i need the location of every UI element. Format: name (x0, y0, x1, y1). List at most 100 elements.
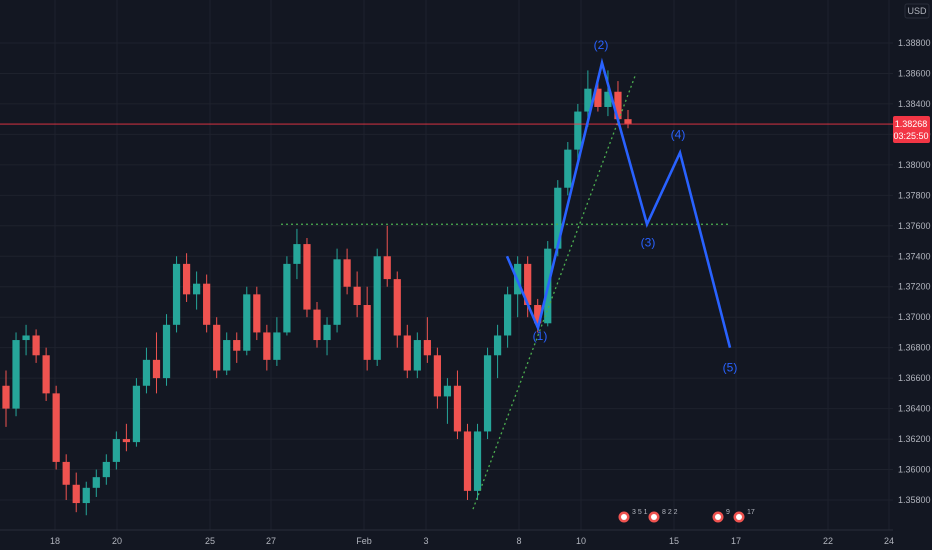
candle-body (554, 187, 562, 249)
time-tick-label: 8 (516, 536, 521, 546)
time-tick-label: 24 (884, 536, 894, 546)
event-marker[interactable]: 8 2 2 (647, 509, 678, 524)
candle-body (453, 385, 462, 432)
price-axis[interactable]: USD 1.35800 1.36000 1.36200 1.36400 1.36600 1… (893, 0, 932, 530)
candle-body (82, 487, 90, 504)
candle-body (253, 294, 261, 333)
price-tick-label: 1.36000 (898, 465, 931, 475)
time-tick-label: 27 (266, 536, 276, 546)
flag-icon (736, 514, 742, 520)
candle-body (323, 324, 331, 341)
candle-body (413, 340, 421, 371)
candle-body (2, 385, 10, 409)
candle-body (614, 91, 622, 120)
candle-body (333, 259, 341, 325)
flag-icon (715, 514, 721, 520)
price-tick-label: 1.38000 (898, 160, 931, 170)
event-marker[interactable]: 9 (711, 509, 730, 524)
candle-body (263, 332, 271, 360)
price-tick-label: 1.36800 (898, 343, 931, 353)
price-tick-label: 1.36600 (898, 373, 931, 383)
time-tick-label: 20 (112, 536, 122, 546)
currency-label[interactable]: USD (907, 6, 927, 16)
candle-body (162, 324, 171, 379)
elliott-wave-path (505, 57, 732, 348)
wave-label: (3) (641, 235, 656, 249)
time-axis[interactable]: 18 20 25 27 Feb 3 8 10 15 17 22 24 (0, 529, 932, 550)
candle-body (604, 91, 612, 107)
time-tick-label: 10 (576, 536, 586, 546)
event-count: 3 5 1 (632, 509, 648, 516)
candle-body (52, 393, 60, 462)
candle-body (12, 340, 20, 409)
candle-body (62, 461, 70, 485)
event-count: 8 2 2 (662, 509, 678, 516)
time-tick-label: 3 (423, 536, 428, 546)
current-price-label: 1.38268 (895, 119, 928, 129)
countdown-label: 03:25:50 (893, 131, 928, 141)
grid-lines (0, 0, 893, 530)
event-marker[interactable]: 17 (732, 509, 755, 524)
candle-series (2, 70, 632, 516)
candle-body (524, 263, 532, 306)
candle-body (152, 359, 161, 379)
candle-body (92, 477, 100, 488)
candle-body (223, 340, 231, 371)
event-marker[interactable]: 3 5 1 (617, 509, 648, 524)
economic-events[interactable]: 3 5 1 8 2 2 9 17 (617, 509, 755, 524)
candle-body (373, 256, 381, 360)
candle-body (303, 244, 311, 310)
candle-body (233, 340, 241, 351)
price-tick-label: 1.37200 (898, 282, 931, 292)
price-tick-label: 1.36400 (898, 404, 931, 414)
price-tick-label: 1.37000 (898, 312, 931, 322)
candle-body (313, 309, 321, 341)
candle-body (584, 88, 592, 112)
candle-body (353, 286, 361, 306)
candle-body (463, 431, 472, 491)
candle-body (193, 283, 201, 295)
candle-body (504, 294, 512, 336)
candle-body (433, 355, 441, 397)
wave-label: (5) (723, 361, 738, 375)
candle-body (574, 111, 582, 150)
candle-body (383, 256, 391, 280)
candle-body (343, 259, 351, 287)
candle-body (102, 461, 110, 478)
candle-body (72, 484, 80, 504)
time-tick-label: 22 (823, 536, 833, 546)
candle-body (443, 385, 452, 397)
price-tick-label: 1.36200 (898, 434, 931, 444)
candle-body (172, 263, 181, 325)
candle-body (363, 305, 371, 360)
trendline (472, 73, 637, 510)
candle-body (132, 385, 141, 443)
candle-body (534, 305, 542, 324)
candle-body (393, 279, 401, 336)
time-tick-label: 18 (50, 536, 60, 546)
candle-body (403, 335, 411, 371)
time-tick-label: 17 (731, 536, 741, 546)
annotations: (1) (2) (3) (4) (5) (0, 38, 893, 510)
price-tick-label: 1.37400 (898, 251, 931, 261)
wave-label: (4) (671, 128, 686, 142)
price-tick-label: 1.37800 (898, 190, 931, 200)
time-tick-label: 15 (669, 536, 679, 546)
price-tick-label: 1.38600 (898, 68, 931, 78)
price-tick-label: 1.38800 (898, 38, 931, 48)
candle-body (493, 335, 502, 356)
candle-body (203, 283, 211, 325)
candle-body (483, 355, 492, 432)
candle-body (423, 340, 431, 356)
candle-body (283, 263, 291, 333)
price-tick-label: 1.35800 (898, 495, 931, 505)
candle-body (273, 332, 281, 360)
candle-body (564, 149, 572, 188)
flag-icon (651, 514, 657, 520)
price-tick-label: 1.37600 (898, 221, 931, 231)
event-count: 9 (726, 509, 730, 516)
candle-body (112, 439, 120, 462)
candle-body (22, 335, 30, 341)
time-tick-label: 25 (205, 536, 215, 546)
